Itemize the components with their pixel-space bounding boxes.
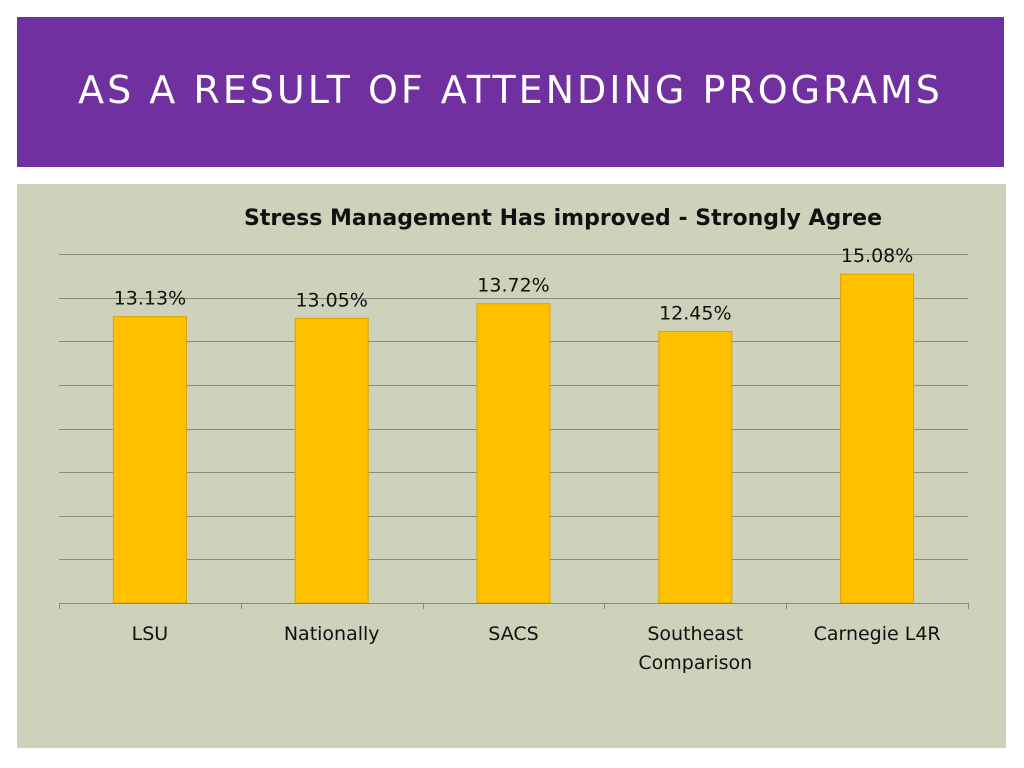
category-label: Nationally [284, 623, 380, 645]
category-label: Southeast [647, 623, 743, 645]
bar-value-label: 13.13% [114, 288, 186, 310]
bar-value-label: 13.05% [295, 289, 367, 311]
bar [840, 273, 915, 604]
data-labels: 13.13% 13.05% 13.72% 12.45% 15.08% [114, 245, 914, 324]
bar-chart: Stress Management Has improved - Strongl… [59, 206, 969, 674]
bar-value-label: 13.72% [477, 275, 549, 297]
category-label: LSU [132, 623, 169, 645]
category-axis: LSU Nationally SACS Southeast Comparison Carn… [59, 603, 969, 674]
chart-title: Stress Management Has improved - Strongl… [244, 206, 882, 231]
bar-value-label: 12.45% [659, 302, 731, 324]
bar [476, 303, 551, 604]
title-band: As a result of attending programs [17, 17, 1004, 167]
category-label: Carnegie L4R [814, 623, 941, 645]
bars [112, 273, 915, 604]
bar-value-label: 15.08% [841, 245, 913, 267]
bar [658, 330, 733, 604]
bar [112, 316, 187, 604]
category-label: Comparison [638, 652, 752, 674]
chart-panel: Stress Management Has improved - Strongl… [17, 184, 1006, 748]
category-label: SACS [488, 623, 538, 645]
slide-title: As a result of attending programs [78, 68, 943, 112]
bar [294, 317, 369, 604]
